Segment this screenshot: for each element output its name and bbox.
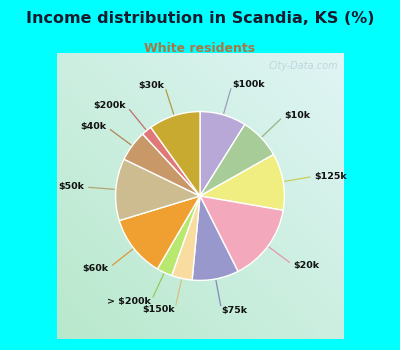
Text: $75k: $75k xyxy=(222,306,248,315)
Wedge shape xyxy=(200,155,284,210)
Text: $125k: $125k xyxy=(315,172,348,181)
Wedge shape xyxy=(172,196,200,280)
Wedge shape xyxy=(124,134,200,196)
Text: White residents: White residents xyxy=(144,42,256,55)
Text: $30k: $30k xyxy=(138,80,164,90)
Wedge shape xyxy=(200,112,245,196)
Text: $10k: $10k xyxy=(284,111,310,120)
Wedge shape xyxy=(192,196,238,280)
Text: Income distribution in Scandia, KS (%): Income distribution in Scandia, KS (%) xyxy=(26,11,374,26)
Text: $150k: $150k xyxy=(142,305,175,314)
Text: $20k: $20k xyxy=(294,261,320,270)
Text: $100k: $100k xyxy=(232,79,265,89)
Wedge shape xyxy=(151,112,200,196)
Wedge shape xyxy=(143,127,200,196)
Text: $50k: $50k xyxy=(58,182,84,191)
Wedge shape xyxy=(116,159,200,220)
Wedge shape xyxy=(158,196,200,275)
Wedge shape xyxy=(119,196,200,269)
Wedge shape xyxy=(200,196,283,271)
Text: > $200k: > $200k xyxy=(107,297,151,306)
Text: $40k: $40k xyxy=(80,122,106,131)
Wedge shape xyxy=(200,125,274,196)
Text: City-Data.com: City-Data.com xyxy=(268,61,338,71)
Text: $60k: $60k xyxy=(82,264,109,273)
Text: $200k: $200k xyxy=(94,101,126,110)
